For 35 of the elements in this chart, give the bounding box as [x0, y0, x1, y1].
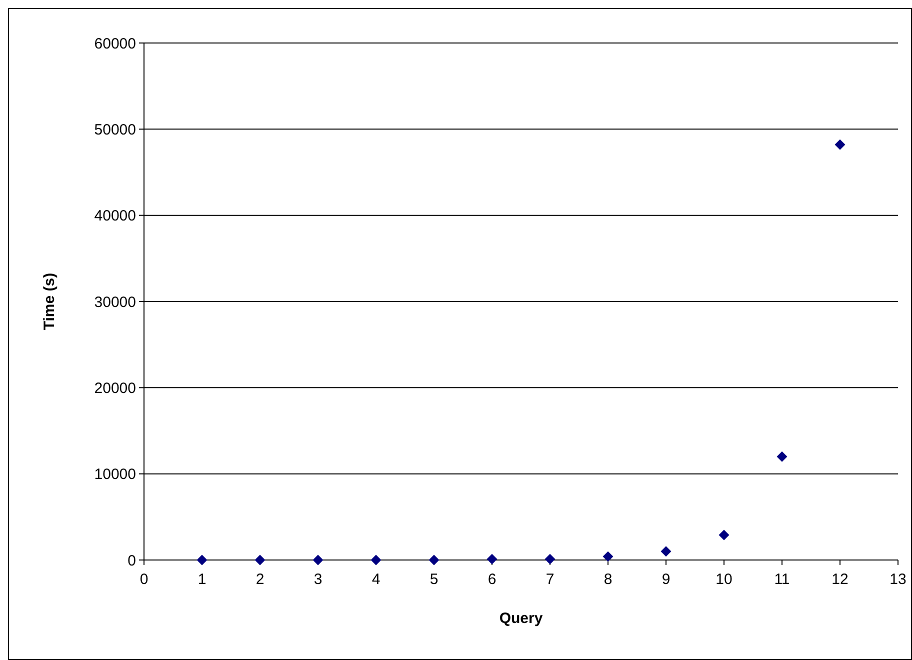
point: [602, 551, 614, 562]
x-tick-label: 6: [488, 571, 496, 588]
x-tick-label: 11: [774, 571, 790, 588]
x-tick-label: 2: [256, 571, 264, 588]
x-tick-label: 12: [832, 571, 848, 588]
x-tick-label: 1: [198, 571, 206, 588]
point: [660, 546, 672, 557]
point: [254, 554, 266, 566]
x-tick-label: 5: [430, 571, 438, 588]
y-tick-label: 40000: [94, 208, 136, 225]
point: [370, 554, 382, 566]
x-tick-label: 9: [662, 571, 670, 588]
point: [428, 554, 440, 566]
x-tick-label: 8: [604, 571, 612, 588]
x-tick-label: 10: [716, 571, 732, 588]
x-axis-title: Query: [499, 610, 544, 627]
point: [486, 554, 498, 564]
x-tick-label: 7: [546, 571, 554, 588]
y-axis-title: Time (s): [41, 272, 58, 330]
point: [196, 554, 208, 566]
x-tick-label: 3: [314, 571, 322, 588]
x-tick-label: 13: [890, 571, 906, 588]
point: [776, 451, 788, 462]
point: [312, 554, 324, 566]
point: [718, 530, 730, 540]
point: [834, 139, 846, 150]
y-tick-label: 0: [128, 552, 136, 570]
y-tick-label: 60000: [94, 35, 136, 52]
x-tick-label: 4: [372, 571, 380, 588]
y-tick-label: 50000: [94, 121, 136, 138]
y-tick-label: 20000: [94, 380, 136, 397]
x-tick-label: 0: [140, 571, 148, 588]
y-tick-label: 10000: [94, 466, 136, 484]
y-tick-label: 30000: [94, 294, 136, 311]
point: [544, 554, 556, 564]
